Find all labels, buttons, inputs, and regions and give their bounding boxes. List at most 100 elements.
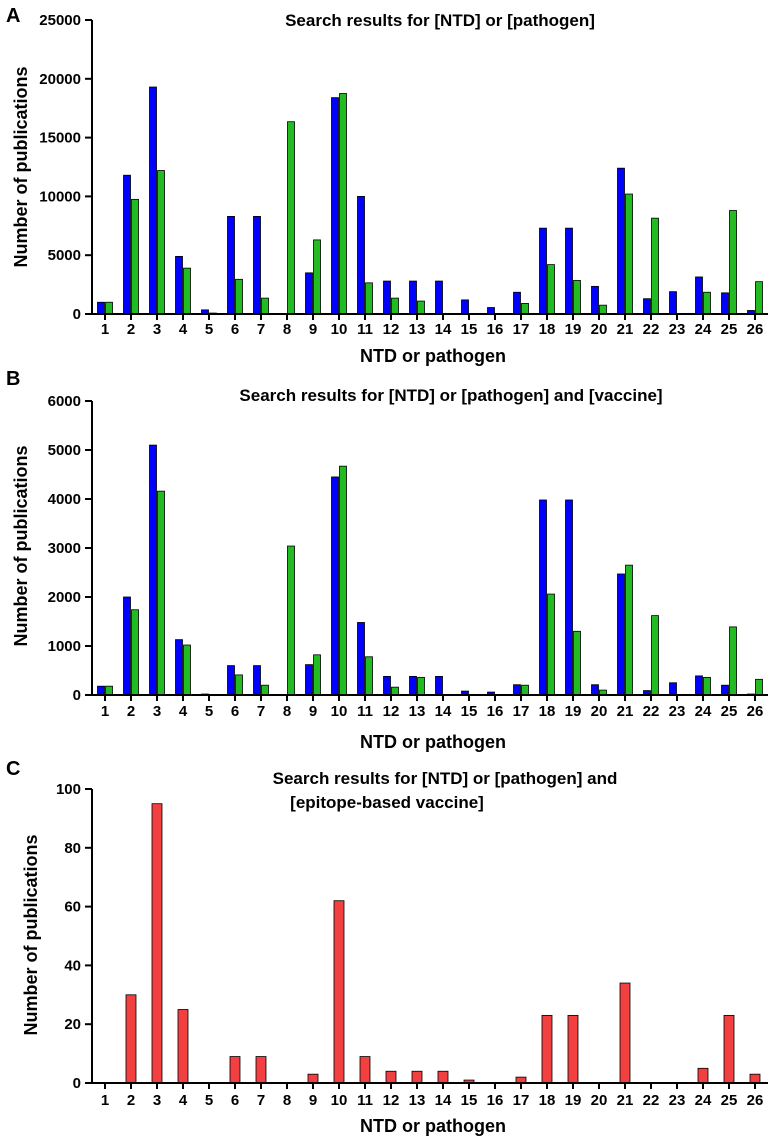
bar-series-1-cat-1 — [97, 685, 105, 696]
y-tick-label: 5000 — [48, 247, 81, 264]
x-tick-label: 9 — [309, 321, 317, 338]
bar-series-1-cat-13 — [409, 280, 417, 315]
x-tick-label: 5 — [205, 703, 213, 720]
bar-series-1-cat-1 — [97, 301, 105, 315]
bar-series-2-cat-13 — [417, 300, 425, 315]
x-tick-label: 20 — [591, 1092, 608, 1109]
bar-series-2-cat-19 — [573, 630, 581, 696]
x-tick-label: 24 — [695, 321, 712, 338]
bar-series-2-cat-4 — [183, 267, 191, 315]
bar-series-2-cat-18 — [547, 264, 555, 315]
x-tick-label: 6 — [231, 703, 239, 720]
bar-series-1-cat-2 — [125, 994, 137, 1084]
x-tick-label: 17 — [513, 1092, 530, 1109]
y-tick-label: 1000 — [48, 638, 81, 655]
x-tick-label: 21 — [617, 321, 634, 338]
bar-series-1-cat-11 — [359, 1056, 371, 1084]
y-tick-label: 3000 — [48, 540, 81, 557]
bar-series-2-cat-18 — [547, 593, 555, 696]
x-tick-label: 11 — [357, 321, 373, 338]
bar-series-1-cat-2 — [123, 596, 131, 696]
bar-series-1-cat-24 — [695, 675, 703, 696]
x-tick-label: 14 — [435, 703, 452, 720]
bar-series-1-cat-21 — [619, 982, 631, 1084]
x-tick-label: 13 — [409, 703, 426, 720]
x-tick-label: 11 — [357, 1092, 373, 1109]
bar-series-1-cat-21 — [617, 573, 625, 696]
bar-series-1-cat-10 — [331, 476, 339, 696]
y-tick-label: 0 — [73, 687, 81, 704]
y-tick-label: 20 — [64, 1016, 81, 1033]
bar-series-2-cat-10 — [339, 465, 347, 696]
bar-series-2-cat-8 — [287, 121, 295, 315]
panel-b: B Search results for [NTD] or [pathogen]… — [6, 368, 768, 752]
x-tick-label: 15 — [461, 321, 478, 338]
x-tick-label: 8 — [283, 703, 291, 720]
bar-series-1-cat-17 — [513, 291, 521, 315]
bar-series-1-cat-9 — [305, 272, 313, 315]
x-tick-label: 16 — [487, 703, 504, 720]
y-tick-label: 40 — [64, 957, 81, 974]
bar-series-1-cat-19 — [565, 227, 573, 315]
x-tick-label: 24 — [695, 1092, 712, 1109]
x-axis-label: NTD or pathogen — [360, 346, 506, 366]
y-tick-label: 0 — [73, 306, 81, 323]
bars — [97, 444, 763, 696]
x-tick-label: 4 — [179, 703, 188, 720]
bar-series-1-cat-25 — [721, 684, 729, 696]
bar-series-2-cat-25 — [729, 210, 737, 315]
bar-series-1-cat-25 — [723, 1014, 735, 1084]
y-axis-label: Number of publications — [21, 834, 41, 1035]
y-tick-label: 0 — [73, 1075, 81, 1092]
bar-series-2-cat-24 — [703, 676, 711, 696]
x-tick-label: 15 — [461, 703, 478, 720]
bar-series-2-cat-11 — [365, 282, 373, 315]
bar-series-1-cat-11 — [357, 622, 365, 696]
x-tick-label: 19 — [565, 703, 582, 720]
bar-series-1-cat-14 — [435, 280, 443, 315]
chart-title-line-2: [epitope-based vaccine] — [290, 793, 484, 812]
bar-series-1-cat-22 — [643, 298, 651, 315]
x-tick-label: 10 — [331, 703, 348, 720]
panel-letter: A — [6, 5, 20, 27]
y-tick-label: 6000 — [48, 393, 81, 410]
x-tick-label: 23 — [669, 1092, 686, 1109]
y-tick-label: 100 — [56, 781, 81, 798]
x-tick-label: 17 — [513, 703, 530, 720]
x-tick-label: 12 — [383, 321, 400, 338]
x-tick-label: 20 — [591, 703, 608, 720]
x-tick-label: 10 — [331, 1092, 348, 1109]
x-tick-label: 1 — [101, 1092, 109, 1109]
x-tick-label: 3 — [153, 1092, 161, 1109]
bar-series-1-cat-7 — [255, 1056, 267, 1084]
bar-series-1-cat-13 — [411, 1070, 423, 1084]
x-tick-label: 14 — [435, 1092, 452, 1109]
bar-series-1-cat-4 — [175, 639, 183, 696]
x-tick-label: 19 — [565, 1092, 582, 1109]
bar-series-1-cat-13 — [409, 675, 417, 696]
bar-series-1-cat-24 — [695, 276, 703, 315]
bar-series-2-cat-9 — [313, 654, 321, 696]
bar-series-2-cat-6 — [235, 278, 243, 315]
x-tick-label: 25 — [721, 703, 738, 720]
bar-series-1-cat-21 — [617, 167, 625, 315]
x-tick-label: 21 — [617, 1092, 634, 1109]
bar-series-1-cat-14 — [435, 675, 443, 696]
panel-letter: B — [6, 368, 20, 390]
y-tick-label: 60 — [64, 899, 81, 916]
x-tick-label: 9 — [309, 1092, 317, 1109]
x-tick-label: 26 — [747, 1092, 764, 1109]
x-tick-label: 6 — [231, 321, 239, 338]
x-tick-label: 23 — [669, 321, 686, 338]
x-tick-label: 7 — [257, 321, 265, 338]
bar-series-2-cat-11 — [365, 656, 373, 696]
bar-series-2-cat-17 — [521, 303, 529, 315]
x-tick-label: 7 — [257, 703, 265, 720]
bar-series-1-cat-26 — [749, 1073, 761, 1084]
bar-series-2-cat-7 — [261, 684, 269, 696]
x-tick-label: 26 — [747, 703, 764, 720]
bar-series-2-cat-6 — [235, 674, 243, 696]
bars — [97, 86, 763, 315]
x-tick-label: 26 — [747, 321, 764, 338]
